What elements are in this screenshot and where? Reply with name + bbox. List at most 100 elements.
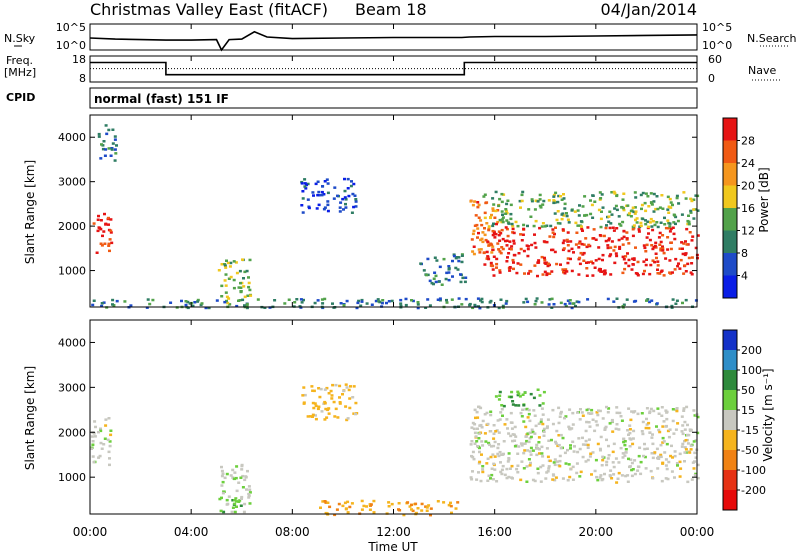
power-cell — [550, 306, 554, 309]
power-cell — [527, 208, 531, 211]
velocity-cell — [630, 474, 634, 478]
velocity-cell — [429, 507, 433, 510]
velocity-cell — [529, 392, 533, 396]
power-cell — [654, 207, 658, 211]
power-region — [97, 124, 118, 162]
power-cell — [661, 234, 665, 237]
power-cell — [600, 210, 603, 213]
power-cell — [404, 303, 408, 307]
velocity-cell — [494, 430, 498, 433]
power-cell — [690, 273, 694, 276]
power-cell — [688, 231, 692, 234]
time-tick-label: 08:00 — [275, 525, 310, 539]
velocity-cell — [410, 503, 413, 507]
power-cell — [148, 302, 152, 306]
power-cell — [501, 220, 505, 224]
velocity-cell — [615, 481, 619, 484]
power-cell — [651, 247, 655, 251]
velocity-cell — [420, 509, 424, 512]
power-cell — [647, 205, 651, 208]
power-cell — [626, 213, 630, 217]
power-cell — [612, 229, 616, 232]
velocity-cell — [98, 454, 102, 458]
power-cell — [452, 254, 456, 258]
power-cell — [224, 266, 228, 269]
velocity-cell — [491, 478, 495, 481]
power-cell — [146, 298, 150, 301]
velocity-cell — [554, 442, 558, 445]
power-cell — [621, 305, 625, 308]
velocity-cell — [104, 424, 108, 427]
velocity-cell — [490, 467, 494, 470]
power-cell — [620, 206, 624, 209]
power-cell — [580, 227, 584, 231]
velocity-cell — [611, 461, 615, 464]
power-cell — [612, 249, 616, 252]
velocity-cell — [601, 477, 605, 481]
velocity-cell — [477, 437, 481, 440]
power-cell — [245, 302, 249, 306]
power-cell — [543, 258, 547, 262]
power-cell — [333, 186, 337, 189]
power-cell — [504, 302, 508, 305]
power-cell — [618, 247, 622, 250]
power-region — [92, 212, 114, 254]
velocity-cell — [522, 467, 526, 470]
noise-left-label: N.Sky — [4, 32, 36, 45]
velocity-cell — [496, 419, 500, 422]
power-cell — [476, 201, 480, 204]
power-cell — [226, 261, 230, 265]
velocity-cell — [645, 423, 649, 426]
power-cell — [670, 304, 674, 308]
power-cell — [511, 258, 515, 262]
velocity-cell — [578, 475, 582, 478]
velocity-cell — [99, 427, 102, 430]
power-cell — [518, 199, 522, 203]
velocity-cell — [220, 484, 224, 487]
power-cell — [464, 276, 468, 279]
power-cell — [343, 189, 347, 193]
power-cell — [538, 193, 542, 197]
power-cell — [650, 203, 654, 206]
power-cell — [662, 274, 666, 277]
power-cell — [669, 272, 673, 275]
velocity-cell — [414, 502, 418, 506]
power-cell — [637, 230, 641, 233]
power-cell — [108, 238, 112, 241]
power-cell — [483, 216, 487, 220]
power-cell — [644, 250, 648, 253]
power-cell — [540, 255, 544, 259]
velocity-cell — [533, 432, 537, 435]
power-cell — [642, 260, 646, 263]
power-cell — [565, 214, 569, 218]
power-cell — [223, 279, 227, 282]
velocity-cell — [567, 425, 571, 429]
velocity-cell — [557, 434, 561, 437]
velocity-cell — [514, 404, 518, 407]
velocity-region — [218, 497, 243, 514]
power-cell — [247, 285, 251, 289]
velocity-cell — [498, 418, 502, 421]
power-cell — [454, 256, 458, 260]
velocity-cell — [550, 438, 553, 442]
power-cell — [664, 257, 668, 260]
power-cell — [514, 220, 518, 224]
velocity-cell — [519, 442, 523, 445]
power-cell — [543, 256, 546, 260]
velocity-colorbar-band — [723, 490, 737, 510]
power-colorbar-band — [723, 118, 737, 141]
power-cell — [505, 202, 509, 206]
power-cell — [505, 244, 509, 247]
power-cell — [658, 206, 662, 209]
power-cell — [564, 268, 568, 271]
power-cell — [656, 272, 660, 275]
velocity-cell — [108, 444, 112, 448]
power-cell — [598, 267, 602, 271]
power-cell — [684, 298, 688, 302]
power-cell — [229, 261, 233, 265]
velocity-cell — [656, 467, 660, 470]
power-cell — [610, 213, 614, 216]
power-cell — [482, 195, 486, 198]
power-cell — [580, 225, 583, 228]
power-cell — [668, 222, 672, 225]
